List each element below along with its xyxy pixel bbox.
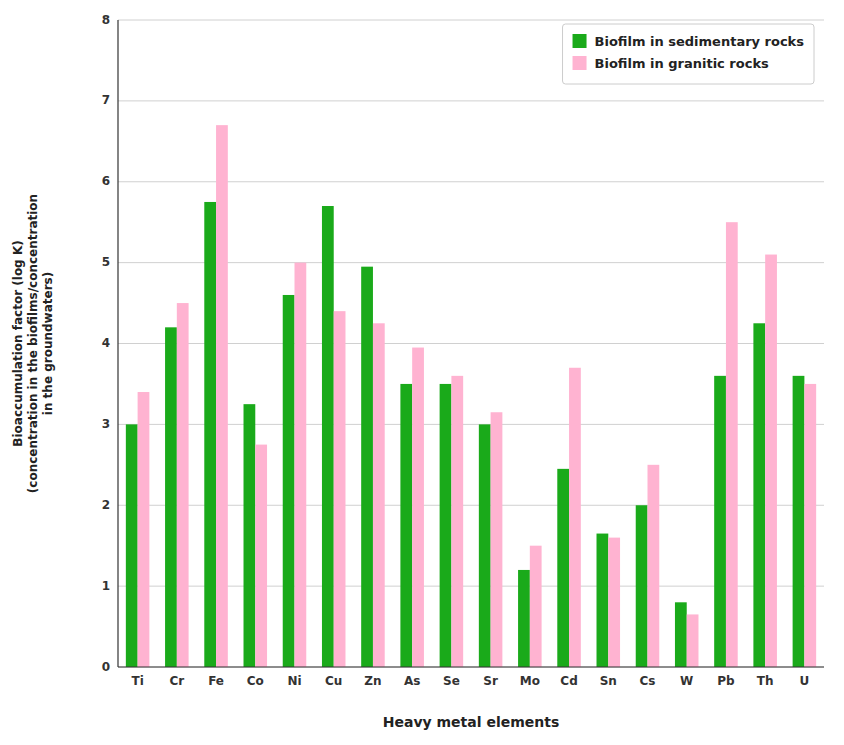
bar <box>491 412 503 667</box>
x-tick-label: Fe <box>208 674 224 688</box>
bar <box>126 424 138 667</box>
y-tick-label: 5 <box>102 255 110 269</box>
bar <box>361 267 373 667</box>
bar <box>138 392 150 667</box>
x-tick-label: Cd <box>560 674 577 688</box>
x-axis-label: Heavy metal elements <box>383 714 560 730</box>
x-tick-label: Co <box>247 674 264 688</box>
bar <box>479 424 491 667</box>
x-tick-label: Mo <box>520 674 540 688</box>
bar <box>726 222 738 667</box>
x-tick-label: As <box>404 674 420 688</box>
x-axis-line <box>118 666 824 667</box>
bar <box>204 202 216 667</box>
bar <box>648 465 660 667</box>
bar <box>530 546 542 667</box>
bar <box>373 323 385 667</box>
y-tick-label: 7 <box>102 93 110 107</box>
bar <box>675 602 687 667</box>
bar <box>295 263 307 667</box>
y-tick-label: 6 <box>102 174 110 188</box>
x-tick-label: Zn <box>364 674 381 688</box>
y-axis-label-line: in the groundwaters) <box>41 272 55 415</box>
x-tick-label: Sn <box>600 674 617 688</box>
legend-swatch <box>573 34 587 48</box>
bar <box>400 384 412 667</box>
bars <box>126 125 816 667</box>
x-tick-label: Cs <box>640 674 656 688</box>
y-axis-label-line: (concentration in the biofilms/concentra… <box>26 194 40 493</box>
y-tick-label: 1 <box>102 579 110 593</box>
x-tick-label: Sr <box>483 674 498 688</box>
x-tick-label: Cu <box>325 674 342 688</box>
bar <box>255 445 267 667</box>
bar <box>608 538 620 667</box>
bar <box>334 311 346 667</box>
bar <box>687 614 699 667</box>
x-tick-label: Cr <box>169 674 184 688</box>
y-axis-label: Bioaccumulation factor (log K)(concentra… <box>11 194 55 493</box>
grid <box>118 20 824 667</box>
bar <box>793 376 805 667</box>
y-axis-label-line: Bioaccumulation factor (log K) <box>11 240 25 446</box>
bar <box>765 255 777 667</box>
bar <box>412 348 424 667</box>
x-tick-label: U <box>800 674 810 688</box>
grid-line <box>118 20 824 21</box>
x-tick-label: Th <box>757 674 774 688</box>
x-tick-label: Ni <box>287 674 301 688</box>
legend-label: Biofilm in granitic rocks <box>595 56 769 71</box>
legend-label: Biofilm in sedimentary rocks <box>595 34 805 49</box>
grid-line <box>118 667 824 668</box>
legend-swatch <box>573 56 587 70</box>
y-tick-label: 2 <box>102 498 110 512</box>
bar <box>804 384 816 667</box>
bar <box>177 303 189 667</box>
bar <box>714 376 726 667</box>
legend: Biofilm in sedimentary rocks Biofilm in g… <box>563 24 814 84</box>
x-tick-label: Pb <box>717 674 735 688</box>
x-tick-label: W <box>680 674 693 688</box>
bar <box>569 368 581 667</box>
bar <box>440 384 452 667</box>
chart: 0 1 2 3 4 5 6 7 8 Ti Cr Fe Co Ni Cu Zn As Se Sr Mo Cd Sn Cs W Pb… <box>0 0 844 745</box>
bar <box>322 206 334 667</box>
bar <box>518 570 530 667</box>
bar <box>557 469 569 667</box>
bar <box>753 323 765 667</box>
y-tick-label: 8 <box>102 13 110 27</box>
bar <box>597 534 609 667</box>
y-tick-label: 4 <box>102 336 110 350</box>
y-axis-line <box>117 20 118 667</box>
y-tick-label: 3 <box>102 417 110 431</box>
bar <box>636 505 648 667</box>
bar <box>244 404 256 667</box>
grid-line <box>118 100 824 101</box>
legend-frame <box>563 24 814 84</box>
bar <box>451 376 463 667</box>
bar <box>283 295 295 667</box>
bar <box>165 327 177 667</box>
bar <box>216 125 228 667</box>
x-tick-label: Ti <box>131 674 143 688</box>
x-tick-label: Se <box>443 674 460 688</box>
y-tick-label: 0 <box>102 660 110 674</box>
